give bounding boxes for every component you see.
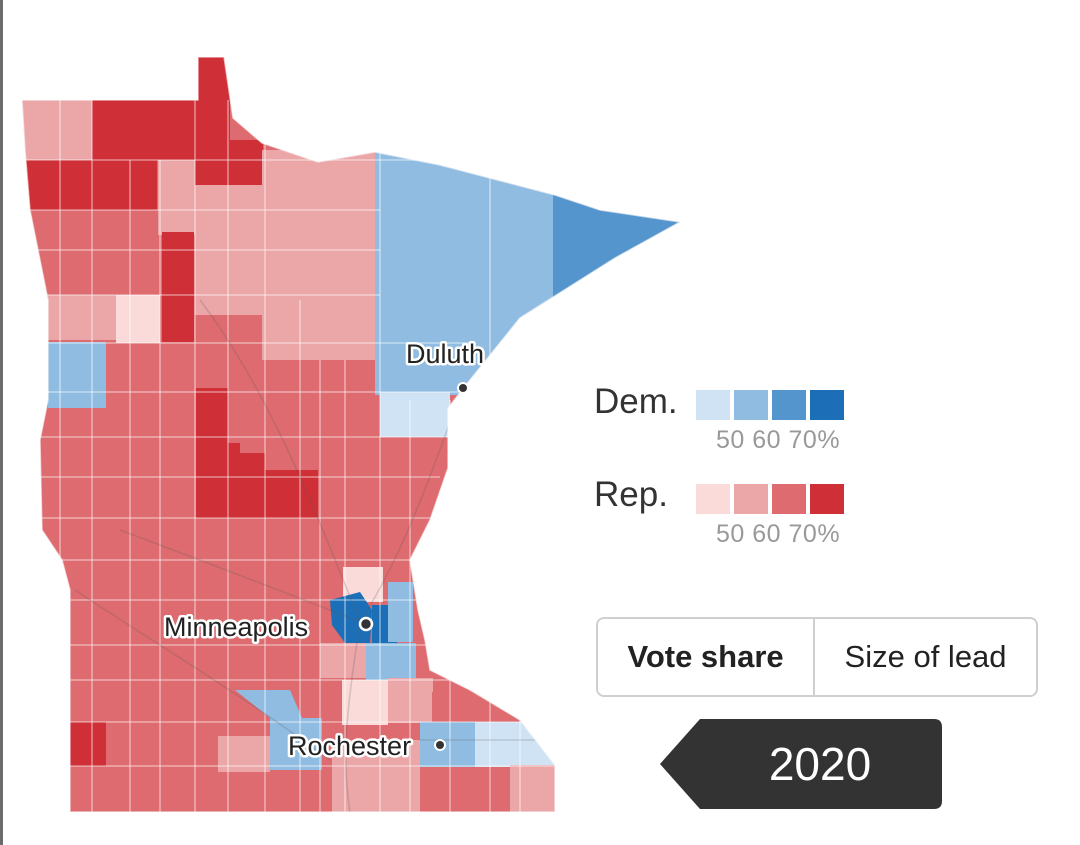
city-label-rochester: Rochester	[288, 731, 411, 761]
city-dot-icon	[457, 382, 469, 394]
legend-rep-swatch	[772, 484, 806, 514]
legend-rep-label: Rep.	[594, 475, 668, 514]
city-label-duluth: Duluth	[406, 339, 484, 369]
arrow-left-tag-icon	[660, 719, 942, 809]
county[interactable]	[475, 722, 555, 767]
minnesota-county-map[interactable]: Duluth Minneapolis Rochester	[0, 0, 700, 845]
county[interactable]	[22, 95, 94, 160]
county[interactable]	[22, 160, 157, 210]
county[interactable]	[332, 740, 420, 812]
county[interactable]	[196, 443, 240, 518]
frame-border	[0, 0, 3, 845]
legend-dem: Dem. 50 60 70%	[594, 382, 864, 462]
county[interactable]	[225, 140, 263, 185]
year-selector-button[interactable]: 2020	[660, 719, 942, 809]
county[interactable]	[330, 592, 372, 645]
county[interactable]	[195, 55, 230, 185]
county[interactable]	[240, 453, 265, 518]
legend-dem-swatch	[734, 390, 768, 420]
county[interactable]	[48, 342, 106, 408]
county[interactable]	[162, 232, 194, 342]
legend-dem-swatch	[772, 390, 806, 420]
county[interactable]	[388, 582, 413, 642]
county[interactable]	[70, 722, 106, 766]
state-outline	[21, 56, 683, 813]
year-label: 2020	[768, 738, 872, 790]
county[interactable]	[158, 160, 195, 235]
legend-rep-swatch	[696, 484, 730, 514]
city-dot-icon	[358, 616, 374, 632]
legend-rep: Rep. 50 60 70%	[594, 475, 864, 555]
county[interactable]	[270, 718, 322, 770]
county[interactable]	[48, 295, 116, 340]
legend-rep-swatch	[810, 484, 844, 514]
county[interactable]	[420, 722, 475, 767]
legend-dem-swatch	[810, 390, 844, 420]
legend-rep-swatch	[734, 484, 768, 514]
city-dot-icon	[434, 739, 446, 751]
county[interactable]	[375, 150, 490, 395]
county[interactable]	[265, 470, 318, 518]
legend-dem-ticks: 50 60 70%	[716, 426, 841, 454]
county[interactable]	[510, 765, 560, 815]
county[interactable]	[262, 150, 377, 360]
legend-dem-swatch	[696, 390, 730, 420]
county-boundaries	[22, 57, 680, 812]
county[interactable]	[380, 392, 450, 437]
toggle-vote-share-button[interactable]: Vote share	[627, 639, 784, 674]
county[interactable]	[196, 388, 228, 443]
county[interactable]	[116, 295, 160, 343]
county[interactable]	[553, 150, 693, 330]
legend-rep-ticks: 50 60 70%	[716, 520, 841, 548]
city-label-minneapolis: Minneapolis	[164, 612, 308, 642]
county[interactable]	[92, 100, 202, 160]
view-toggle[interactable]: Vote share Size of lead	[596, 617, 1038, 697]
legend-dem-label: Dem.	[594, 382, 678, 421]
county[interactable]	[235, 690, 302, 718]
toggle-divider	[813, 619, 816, 695]
toggle-size-of-lead-button[interactable]: Size of lead	[844, 639, 1007, 674]
county[interactable]	[320, 643, 366, 678]
